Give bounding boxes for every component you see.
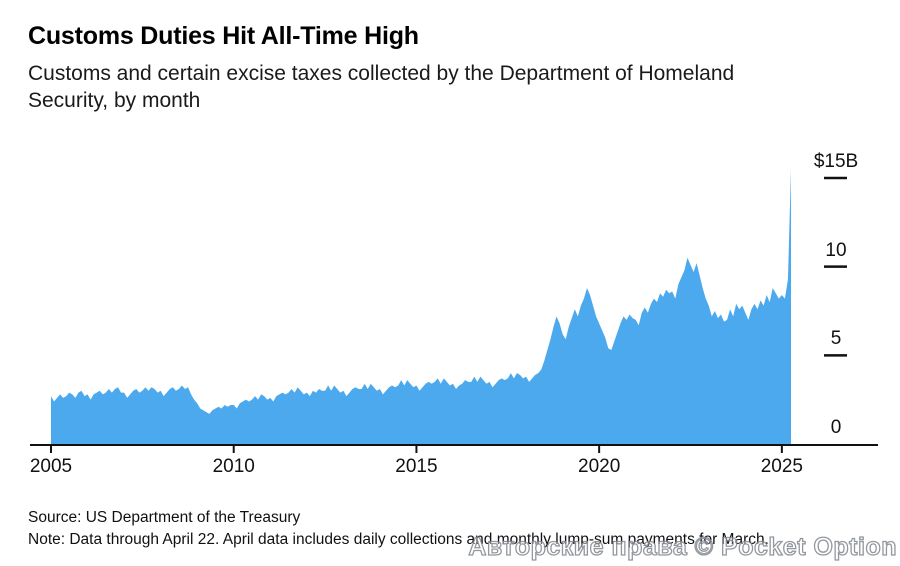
methodology-note: Note: Data through April 22. April data … — [28, 531, 769, 548]
chart-subtitle-line-1: Customs and certain excise taxes collect… — [28, 62, 735, 85]
source-note: Source: US Department of the Treasury — [28, 509, 301, 526]
chart-footer: Source: US Department of the Treasury No… — [28, 507, 769, 551]
watermark: Авторские права © Pocket Option — [468, 532, 897, 561]
area-series — [51, 169, 791, 444]
page-title: Customs Duties Hit All-Time High — [28, 22, 419, 50]
chart-subtitle: Customs and certain excise taxes collect… — [28, 60, 734, 114]
chart-subtitle-line-2: Security, by month — [28, 89, 201, 112]
